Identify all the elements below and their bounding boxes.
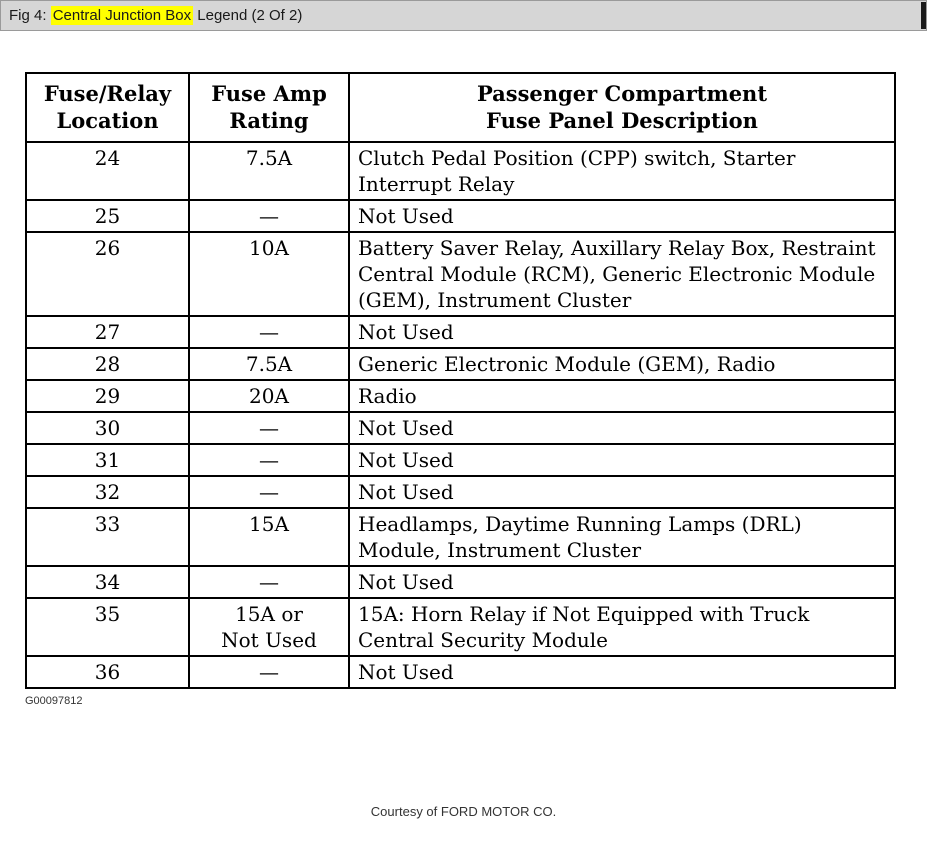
figure-title-bar: Fig 4: Central Junction Box Legend (2 Of…: [0, 0, 927, 31]
column-header-rating-line1: Fuse Amp: [211, 81, 327, 106]
cell-description: Not Used: [348, 314, 896, 349]
cell-location: 28: [25, 346, 190, 381]
header-row: Fuse/Relay Location Fuse Amp Rating Pass…: [25, 72, 896, 143]
figure-title-prefix: Fig 4:: [9, 7, 51, 24]
cell-description: Not Used: [348, 474, 896, 509]
cell-description: Not Used: [348, 198, 896, 233]
table-row: 32 — Not Used: [25, 474, 896, 509]
cell-rating: —: [188, 198, 350, 233]
search-highlight: Central Junction Box: [50, 6, 194, 25]
cell-rating: 15A or Not Used: [188, 596, 350, 657]
cell-description: 15A: Horn Relay if Not Equipped with Tru…: [348, 596, 896, 657]
cell-description: Not Used: [348, 410, 896, 445]
figure-title: Fig 4: Central Junction Box Legend (2 Of…: [9, 6, 303, 25]
cell-location: 35: [25, 596, 190, 657]
table-row: 30 — Not Used: [25, 410, 896, 445]
column-header-location-line2: Location: [56, 108, 159, 134]
column-header-rating-line2: Rating: [229, 108, 309, 134]
cell-rating: 20A: [188, 378, 350, 413]
table-row: 35 15A or Not Used 15A: Horn Relay if No…: [25, 596, 896, 657]
cell-location: 27: [25, 314, 190, 349]
cell-rating: —: [188, 410, 350, 445]
table-row: 26 10A Battery Saver Relay, Auxillary Re…: [25, 230, 896, 317]
table-row: 28 7.5A Generic Electronic Module (GEM),…: [25, 346, 896, 381]
column-header-description: Passenger Compartment Fuse Panel Descrip…: [348, 72, 896, 143]
column-header-description-line1: Passenger Compartment: [476, 81, 768, 106]
cell-location: 32: [25, 474, 190, 509]
fuse-table-header: Fuse/Relay Location Fuse Amp Rating Pass…: [25, 72, 896, 143]
figure-id: G00097812: [25, 694, 83, 707]
cell-rating: —: [188, 474, 350, 509]
cell-description: Clutch Pedal Position (CPP) switch, Star…: [348, 140, 896, 201]
cell-description: Generic Electronic Module (GEM), Radio: [348, 346, 896, 381]
cell-description: Battery Saver Relay, Auxillary Relay Box…: [348, 230, 896, 317]
table-row: 36 — Not Used: [25, 654, 896, 689]
column-header-rating: Fuse Amp Rating: [188, 72, 350, 143]
fuse-table-container: Fuse/Relay Location Fuse Amp Rating Pass…: [25, 72, 927, 689]
cell-rating: —: [188, 654, 350, 689]
cell-location: 26: [25, 230, 190, 317]
cell-rating: 7.5A: [188, 140, 350, 201]
table-row: 33 15A Headlamps, Daytime Running Lamps …: [25, 506, 896, 567]
table-row: 25 — Not Used: [25, 198, 896, 233]
table-row: 29 20A Radio: [25, 378, 896, 413]
scrollbar-fragment: [921, 2, 926, 29]
table-row: 27 — Not Used: [25, 314, 896, 349]
cell-description: Headlamps, Daytime Running Lamps (DRL) M…: [348, 506, 896, 567]
column-header-location: Fuse/Relay Location: [25, 72, 190, 143]
fuse-table: Fuse/Relay Location Fuse Amp Rating Pass…: [25, 72, 896, 689]
cell-description: Not Used: [348, 654, 896, 689]
cell-description: Not Used: [348, 564, 896, 599]
cell-location: 33: [25, 506, 190, 567]
courtesy-note: Courtesy of FORD MOTOR CO.: [370, 804, 557, 819]
cell-location: 25: [25, 198, 190, 233]
column-header-location-line1: Fuse/Relay: [43, 81, 172, 106]
cell-location: 31: [25, 442, 190, 477]
figure-title-suffix: Legend (2 Of 2): [193, 7, 303, 24]
fuse-table-body: 24 7.5A Clutch Pedal Position (CPP) swit…: [25, 140, 896, 689]
cell-rating: —: [188, 314, 350, 349]
table-row: 24 7.5A Clutch Pedal Position (CPP) swit…: [25, 140, 896, 201]
cell-location: 29: [25, 378, 190, 413]
column-header-description-line2: Fuse Panel Description: [486, 108, 758, 134]
cell-rating: 10A: [188, 230, 350, 317]
cell-description: Radio: [348, 378, 896, 413]
cell-rating: —: [188, 564, 350, 599]
cell-location: 30: [25, 410, 190, 445]
table-row: 34 — Not Used: [25, 564, 896, 599]
cell-location: 34: [25, 564, 190, 599]
cell-location: 36: [25, 654, 190, 689]
cell-rating: 15A: [188, 506, 350, 567]
cell-rating: 7.5A: [188, 346, 350, 381]
cell-description: Not Used: [348, 442, 896, 477]
cell-rating: —: [188, 442, 350, 477]
table-row: 31 — Not Used: [25, 442, 896, 477]
cell-location: 24: [25, 140, 190, 201]
